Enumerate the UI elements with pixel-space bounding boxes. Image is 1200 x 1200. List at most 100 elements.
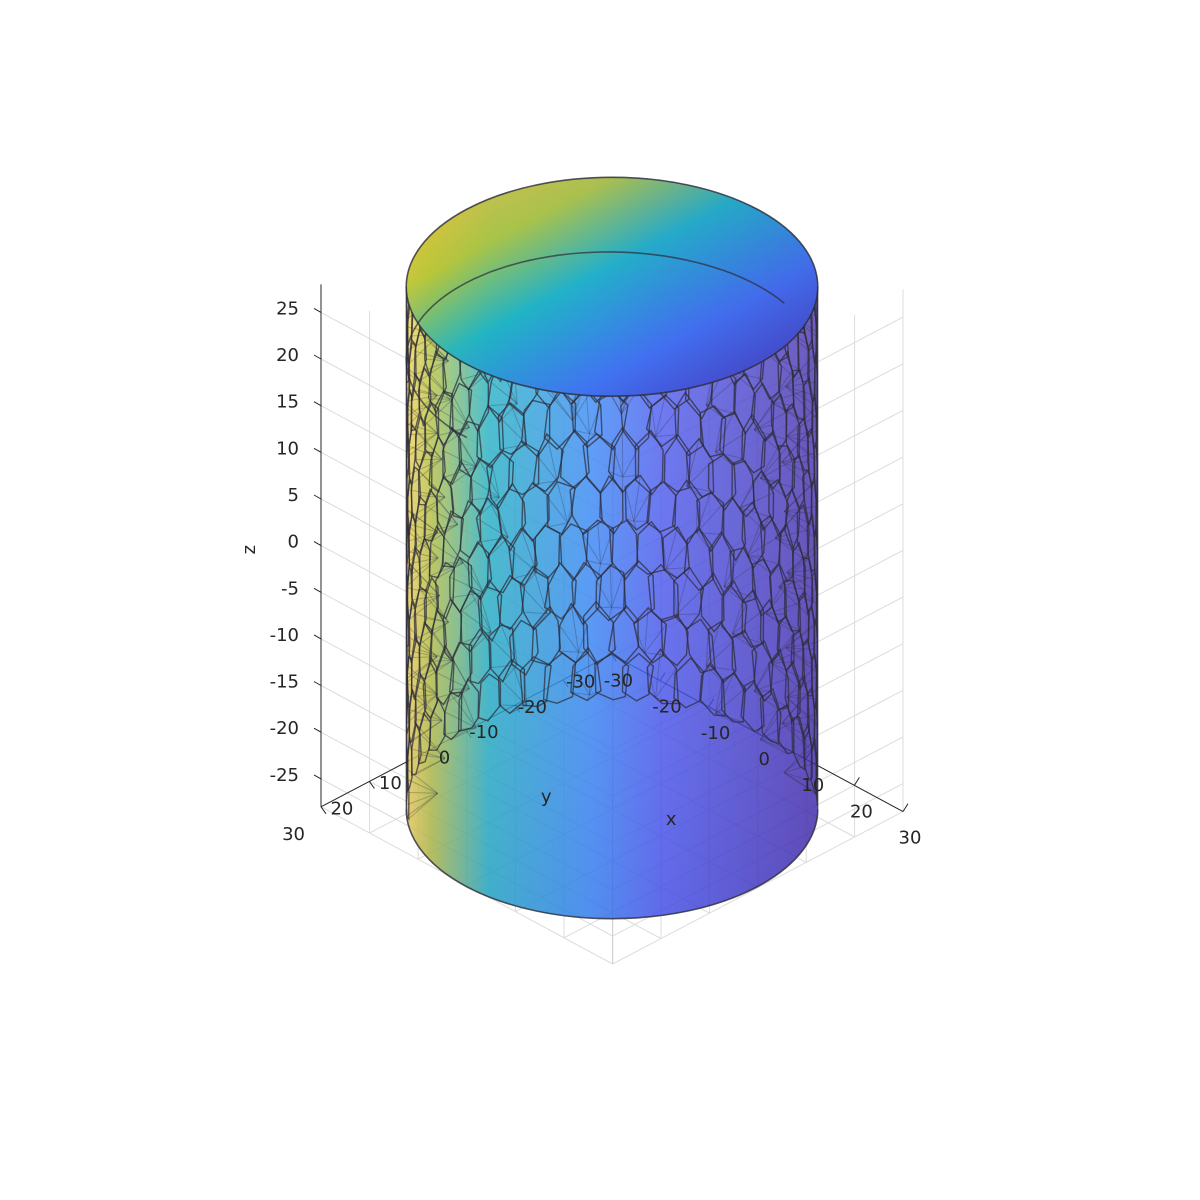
mesh-inner-edge (665, 544, 688, 570)
mesh-inner-edge (739, 471, 762, 508)
mesh-inner-edge (500, 624, 518, 666)
z-tick-mark (313, 494, 322, 500)
mesh-inner-edge (786, 543, 818, 573)
mesh-inner-edge (676, 613, 700, 615)
mesh-inner-edge (760, 458, 795, 479)
mesh-inner-edge (409, 595, 441, 620)
mesh-inner-edge (406, 587, 440, 597)
mesh-inner-edge (753, 404, 772, 431)
mesh-inner-edge (426, 618, 449, 623)
mesh-inner-edge (705, 621, 722, 667)
mesh-inner-edge (536, 455, 558, 482)
mesh-inner-edge (419, 360, 449, 382)
mesh-inner-edge (437, 562, 464, 579)
mesh-inner-edge (406, 395, 438, 428)
mesh-inner-edge (408, 523, 438, 533)
mesh-inner-edge (696, 528, 700, 534)
mesh-inner-edge (406, 366, 438, 396)
mesh-inner-edge (786, 435, 818, 463)
mesh-inner-edge (783, 772, 817, 795)
z-tick-mark (313, 587, 322, 593)
mesh-inner-edge (406, 395, 438, 402)
mesh-inner-edge (778, 586, 805, 590)
bottom-rim (405, 809, 819, 920)
mesh-inner-edge (429, 562, 464, 577)
mesh-inner-edge (774, 504, 804, 539)
mesh-inner-edge (419, 329, 449, 362)
mesh-inner-edge (487, 494, 500, 498)
mesh-inner-edge (731, 601, 743, 635)
mesh-cell (423, 487, 439, 542)
mesh-inner-edge (754, 677, 789, 692)
z-tick-mark (313, 541, 322, 547)
mesh-cell (624, 474, 652, 531)
mesh-cell (449, 556, 473, 614)
mesh-inner-edge (411, 489, 446, 498)
mesh-cell (559, 428, 590, 490)
mesh-inner-edge (406, 792, 438, 817)
mesh-inner-edge (760, 477, 786, 498)
z-tick-label: -15 (270, 672, 299, 693)
mesh-cell (662, 525, 690, 579)
mesh-inner-edge (759, 710, 778, 740)
z-tick-mark (313, 307, 322, 313)
mesh-cell (581, 519, 615, 581)
mesh-inner-edge (715, 709, 723, 714)
mesh-cell (467, 541, 493, 601)
mesh-inner-edge (421, 754, 445, 759)
mesh-inner-edge (775, 529, 810, 539)
mesh-inner-edge (655, 394, 666, 437)
mesh-inner-edge (705, 640, 734, 667)
z-tick-label: 25 (276, 298, 299, 319)
mesh-inner-edge (420, 495, 445, 498)
mesh-inner-edge (786, 435, 817, 445)
mesh-inner-edge (509, 402, 528, 445)
mesh-inner-edge (644, 624, 667, 654)
x-tick-label: -30 (604, 670, 633, 691)
z-tick-label: 15 (276, 392, 299, 413)
mesh-inner-edge (731, 589, 754, 635)
mesh-inner-edge (786, 430, 818, 437)
mesh-inner-edge (760, 721, 794, 741)
mesh-inner-edge (597, 520, 602, 564)
x-tick-label: 30 (899, 828, 922, 849)
mesh-inner-edge (778, 586, 809, 616)
mesh-inner-edge (424, 659, 454, 680)
mesh-inner-edge (436, 526, 464, 564)
mesh-inner-edge (406, 550, 439, 559)
mesh-inner-edge (644, 607, 649, 653)
mesh-inner-edge (423, 524, 458, 540)
x-tick-mark (902, 803, 909, 812)
mesh-inner-edge (490, 382, 518, 404)
mesh-inner-edge (786, 569, 817, 574)
mesh-inner-edge (559, 650, 579, 653)
mesh-inner-edge (770, 630, 801, 664)
y-tick-label: 30 (282, 824, 305, 845)
mesh-inner-edge (412, 496, 446, 517)
mesh-inner-edge (723, 547, 744, 587)
z-tick-label: -10 (270, 625, 299, 646)
mesh-cell (423, 576, 440, 636)
mesh-inner-edge (662, 538, 667, 569)
y-tick-label: 0 (439, 748, 450, 769)
mesh-cell (645, 394, 680, 448)
mesh-cell (468, 369, 490, 433)
mesh-inner-edge (785, 381, 818, 388)
mesh-inner-edge (676, 614, 688, 630)
mesh-inner-edge (770, 662, 801, 689)
mesh-inner-edge (714, 418, 723, 453)
mesh-inner-edge (406, 792, 438, 806)
mesh-cell (477, 578, 503, 643)
mesh-inner-edge (786, 572, 818, 581)
mesh-inner-edge (785, 386, 818, 408)
mesh-cell (696, 491, 725, 553)
mesh-cell (448, 641, 473, 698)
mesh-cell (741, 501, 766, 570)
mesh-inner-edge (785, 351, 817, 388)
mesh-inner-edge (556, 476, 559, 482)
mesh-cell (698, 663, 726, 717)
mesh-cell (647, 563, 680, 623)
mesh-inner-edge (633, 623, 646, 653)
x-tick-label: 10 (801, 775, 824, 796)
mesh-inner-edge (714, 680, 723, 714)
